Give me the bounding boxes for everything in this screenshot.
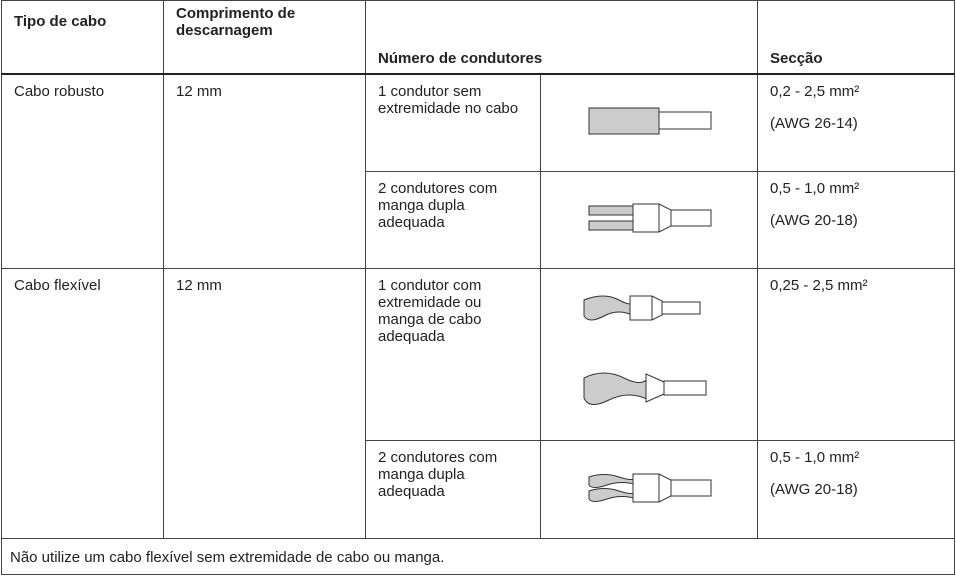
section: 0,5 - 1,0 mm² (AWG 20-18) [757,171,955,269]
strip-length: 12 mm [163,73,366,269]
header-cell: Comprimento de descarnagem [163,0,366,75]
header-cell: Tipo de cabo [1,0,164,75]
icon-cell [540,440,758,539]
section-line: 0,25 - 2,5 mm² [770,277,868,294]
ferrule-icons [583,295,707,405]
header-cell: Secção [757,0,955,75]
header-row: Tipo de cabo Comprimento de descarnagem … [1,0,955,75]
section-line: 0,5 - 1,0 mm² [770,180,860,197]
conductors: 2 condutores com manga dupla adequada [365,171,541,269]
section-line: (AWG 26-14) [770,115,858,132]
strip-length: 12 mm [163,268,366,539]
wire-icon [588,107,712,135]
section-line: (AWG 20-18) [770,212,858,229]
section-line: (AWG 20-18) [770,481,858,498]
section: 0,25 - 2,5 mm² [757,268,955,441]
note: Não utilize um cabo flexível sem extremi… [1,538,955,575]
conductors: 2 condutores com manga dupla adequada [365,440,541,539]
header-cell: Número de condutores [365,0,758,75]
icon-cell [540,73,758,172]
section: 0,5 - 1,0 mm² (AWG 20-18) [757,440,955,539]
conductors: 1 condutor sem extremidade no cabo [365,73,541,172]
icon-cell [540,171,758,269]
cable-type: Cabo robusto [1,73,164,269]
cable-type: Cabo flexível [1,268,164,539]
conductors: 1 condutor com extremidade ou manga de c… [365,268,541,441]
ferrule-icon [588,473,712,502]
section-line: 0,5 - 1,0 mm² [770,449,860,466]
icon-cell [540,268,758,441]
section-line: 0,2 - 2,5 mm² [770,83,860,100]
ferrule-icon [588,203,712,233]
section: 0,2 - 2,5 mm² (AWG 26-14) [757,73,955,172]
